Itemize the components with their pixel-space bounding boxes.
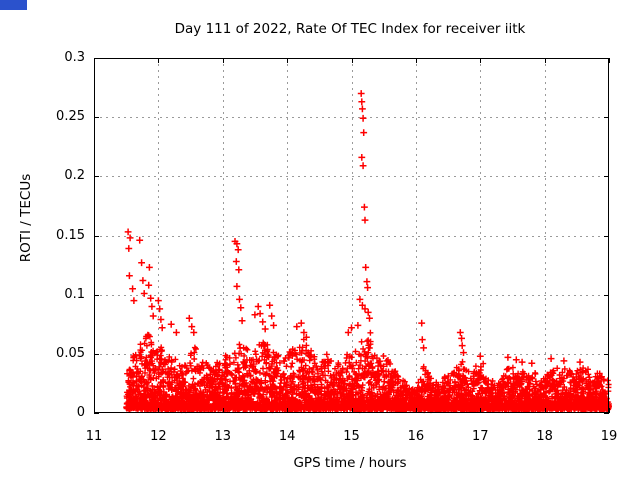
y-tick-label: 0 xyxy=(76,405,85,420)
y-tick-label: 0.15 xyxy=(56,227,85,243)
plot-border xyxy=(94,58,609,413)
scatter-points-dense-band xyxy=(123,329,612,414)
x-tick-label: 17 xyxy=(471,429,489,444)
x-tick-label: 11 xyxy=(85,429,103,444)
x-tick-label: 12 xyxy=(150,429,167,444)
x-tick-label: 16 xyxy=(407,429,425,444)
x-tick-label: 13 xyxy=(214,429,232,444)
x-tick-label: 15 xyxy=(343,429,360,444)
y-tick-label: 0.1 xyxy=(64,286,85,302)
y-tick-label: 0.05 xyxy=(56,345,85,361)
chart-title: Day 111 of 2022, Rate Of TEC Index for r… xyxy=(174,21,526,37)
y-tick-label: 0.2 xyxy=(64,168,85,184)
scatter-points-outliers xyxy=(124,90,584,367)
axis-ticks xyxy=(94,58,610,414)
x-tick-label: 18 xyxy=(536,429,553,444)
y-tick-label: 0.25 xyxy=(56,109,85,125)
corner-marker xyxy=(0,0,27,10)
x-tick-label: 14 xyxy=(278,429,296,444)
x-tick-label: 19 xyxy=(600,429,618,444)
x-axis-label: GPS time / hours xyxy=(293,455,407,471)
y-tick-label: 0.3 xyxy=(64,50,85,65)
